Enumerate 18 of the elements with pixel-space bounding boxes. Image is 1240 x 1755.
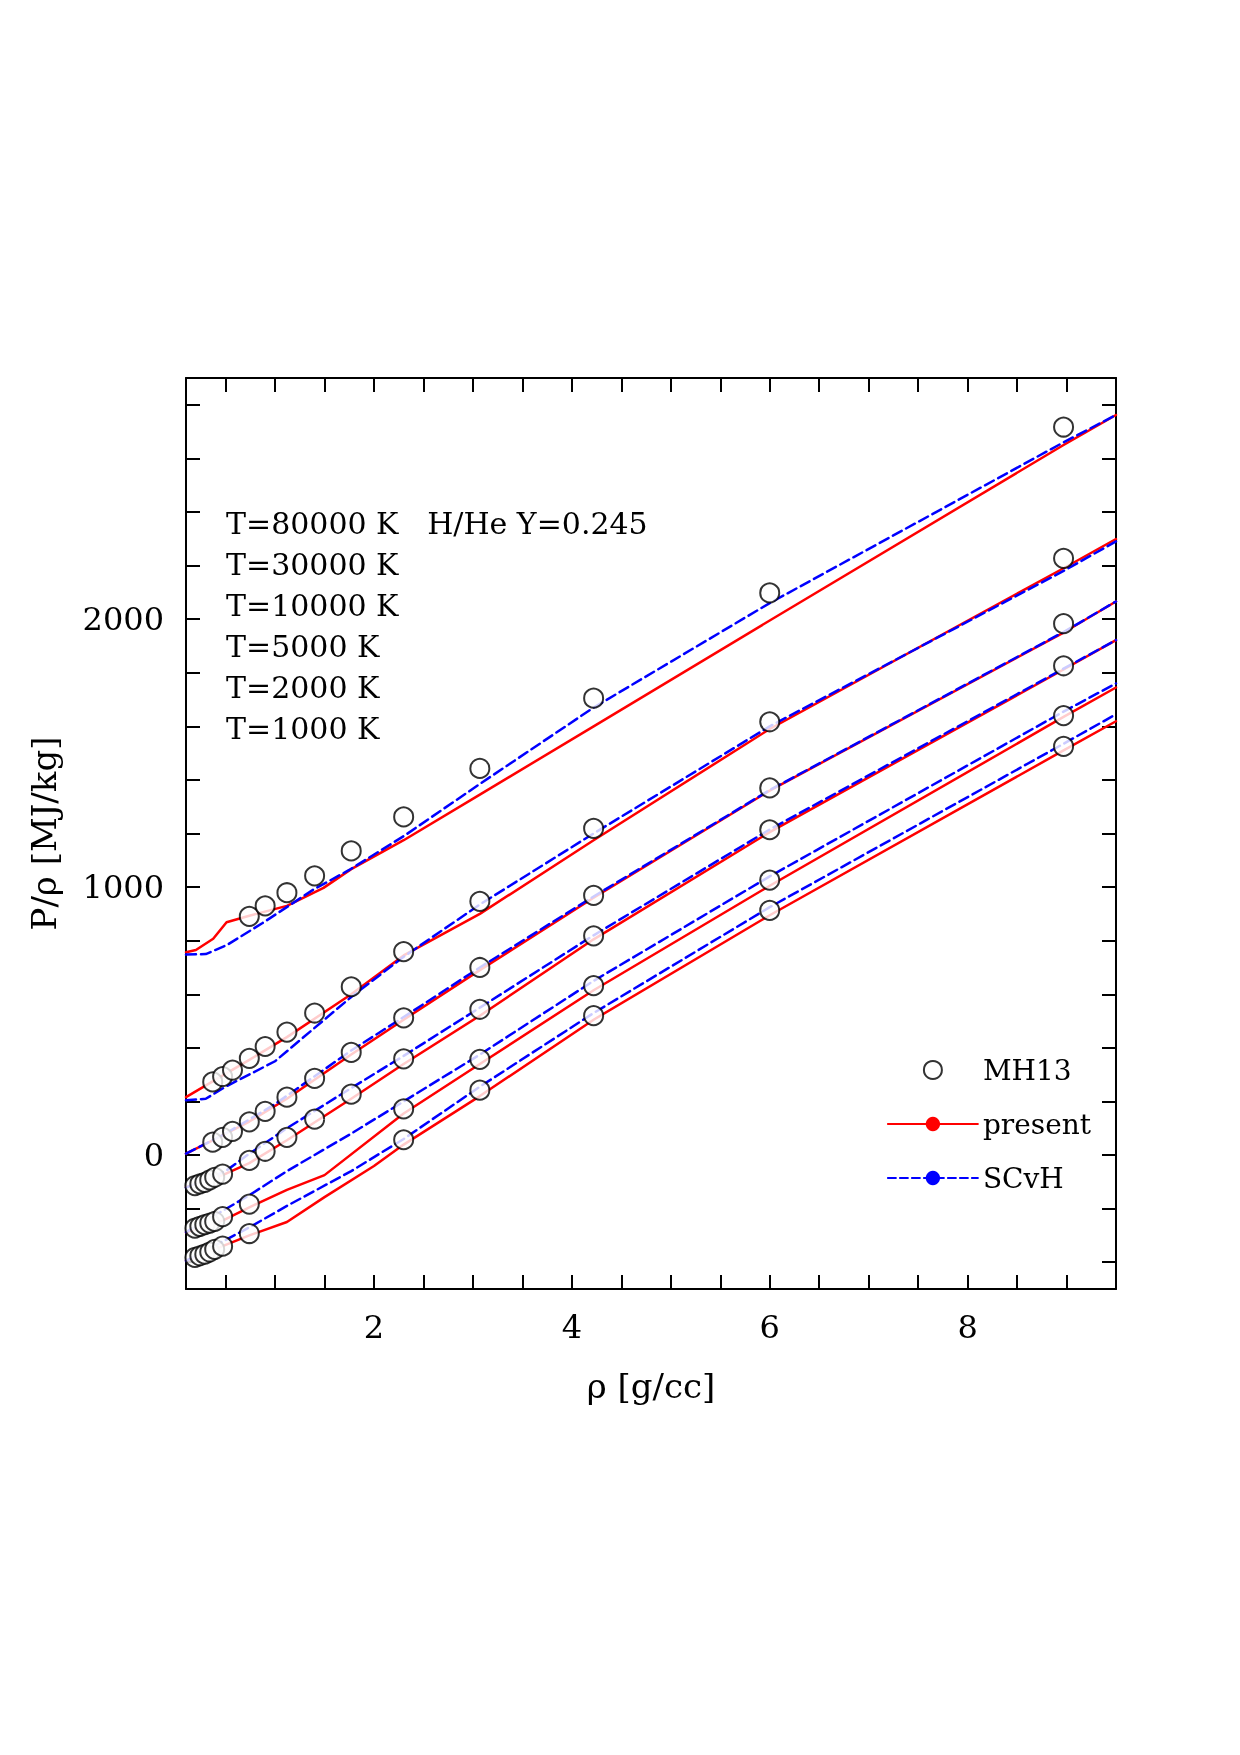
annotation: T=30000 K: [226, 546, 400, 582]
y-tick-label: 2000: [82, 600, 164, 639]
x-axis-title: ρ [g/cc]: [586, 1366, 716, 1406]
x-tick-label: 2: [363, 1308, 385, 1346]
legend-label: SCvH: [982, 1161, 1064, 1195]
annotation: T=2000 K: [226, 669, 381, 705]
x-tick-label: 6: [759, 1308, 780, 1346]
x-tick-label: 8: [957, 1308, 978, 1346]
legend-label: MH13: [982, 1053, 1072, 1087]
annotation: T=5000 K: [226, 628, 381, 664]
y-tick-label: 1000: [82, 868, 164, 907]
annotation: T=10000 K: [226, 587, 400, 623]
annotation: T=1000 K: [226, 710, 381, 746]
annotation: T=80000 K H/He Y=0.245: [226, 505, 648, 541]
legend-label: present: [982, 1107, 1092, 1141]
y-axis-title: P/ρ [MJ/kg]: [24, 736, 64, 931]
x-tick-label: 4: [561, 1308, 583, 1346]
y-tick-label: 0: [143, 1136, 164, 1175]
